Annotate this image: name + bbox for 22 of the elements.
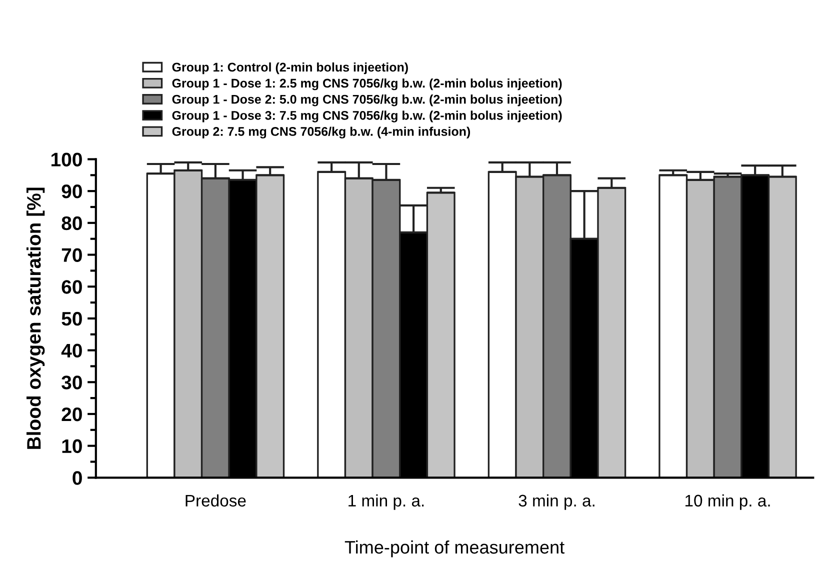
- y-tick-label: 100: [52, 152, 82, 166]
- x-tick-label: Predose: [186, 494, 246, 507]
- legend-label: Group 1 - Dose 2: 5.0 mg CNS 7056/kg b.w. (2-min bolus injeetion): [172, 94, 562, 106]
- y-tick-label: 20: [62, 407, 82, 422]
- y-tick-label: 90: [62, 184, 82, 198]
- y-tick-label: 70: [62, 248, 82, 262]
- y-axis-title: Blood oxygen saturation [%]: [26, 188, 45, 449]
- y-tick-label: 40: [61, 344, 82, 358]
- x-tick-label: 3 min p. a.: [518, 494, 594, 510]
- x-tick-label: 1 min p. a.: [348, 494, 424, 510]
- y-tick-label: 80: [62, 216, 82, 230]
- legend-label: Group 1 - Dose 3: 7.5 mg CNS 7056/kg b.w. (2-min bolus injeetion): [172, 110, 562, 122]
- y-tick-label: 0: [72, 471, 82, 485]
- y-tick-label: 10: [62, 439, 82, 454]
- x-axis-title: Time-point of measurement: [344, 540, 564, 558]
- legend-label: Group 1: Control (2-min bolus injeetion): [172, 62, 408, 74]
- y-tick-label: 30: [62, 376, 82, 390]
- y-tick-label: 60: [62, 280, 82, 294]
- x-tick-label: 10 min p. a.: [685, 494, 770, 510]
- legend-label: Group 2: 7.5 mg CNS 7056/kg b.w. (4-min infusion): [172, 126, 470, 138]
- legend-label: Group 1 - Dose 1: 2.5 mg CNS 7056/kg b.w. (2-min bolus injeetion): [172, 78, 562, 90]
- y-tick-label: 50: [62, 312, 82, 326]
